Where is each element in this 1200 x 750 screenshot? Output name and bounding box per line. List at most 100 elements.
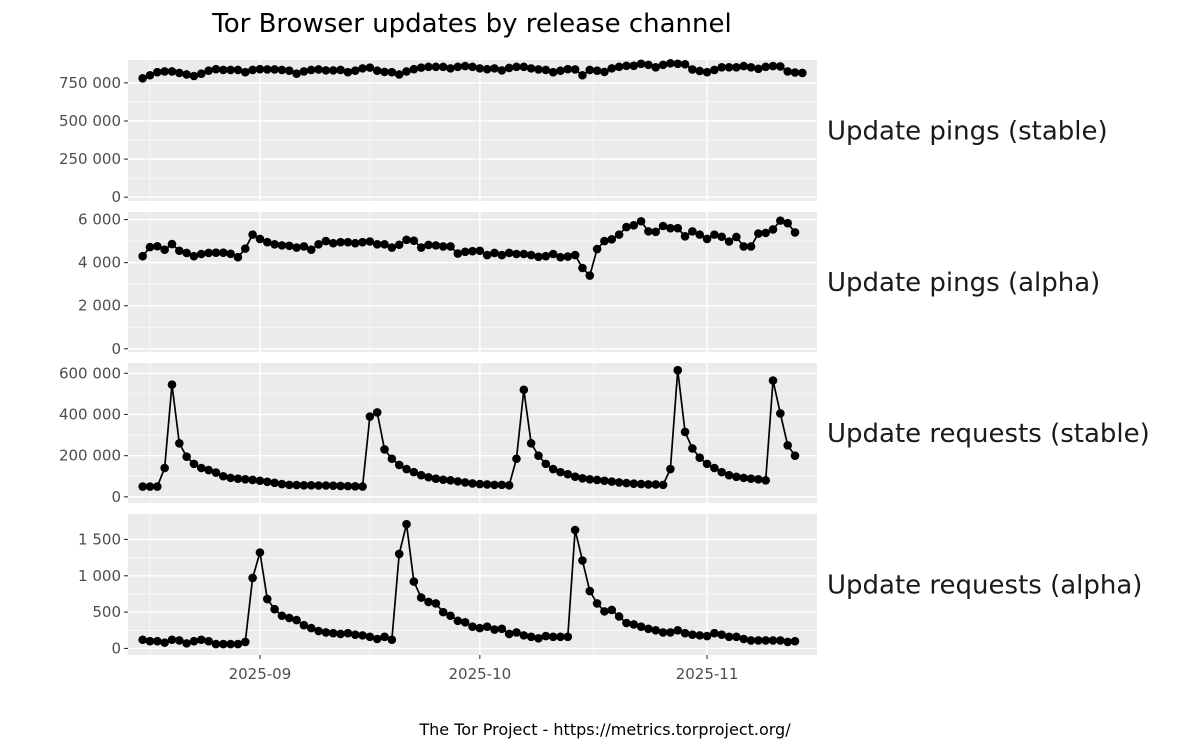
data-point [629, 479, 639, 488]
data-point [248, 475, 257, 485]
data-point [519, 385, 529, 395]
data-point [754, 636, 763, 645]
data-point [321, 66, 331, 75]
data-point [702, 459, 712, 469]
data-point [409, 64, 419, 74]
data-point [175, 246, 184, 256]
data-point [717, 63, 727, 72]
data-point [233, 639, 243, 649]
data-point [416, 470, 426, 480]
data-point [314, 626, 323, 636]
data-point [402, 464, 411, 474]
data-point [710, 65, 719, 75]
facet-label: Update requests (alpha) [827, 571, 1142, 601]
data-point [321, 236, 331, 246]
data-point [197, 463, 206, 473]
data-point [328, 66, 338, 75]
data-point [365, 412, 375, 421]
data-point [468, 62, 477, 72]
data-point [710, 230, 719, 239]
data-point [673, 59, 683, 69]
data-point [702, 631, 712, 641]
data-point [680, 427, 690, 437]
data-point [695, 66, 705, 76]
data-point [526, 64, 536, 73]
data-point [372, 240, 382, 249]
data-point [534, 633, 543, 643]
data-point [387, 243, 397, 252]
data-point [776, 62, 785, 71]
data-point [438, 475, 448, 485]
data-point [204, 66, 213, 75]
data-point [497, 480, 507, 490]
data-point [666, 464, 675, 474]
data-point [519, 631, 529, 640]
data-point [776, 216, 785, 225]
data-point [761, 476, 770, 485]
data-point [380, 632, 389, 642]
data-point [614, 478, 624, 487]
data-point [138, 251, 147, 261]
data-point [475, 479, 485, 489]
data-point [622, 478, 631, 488]
data-point [182, 248, 191, 258]
data-point [614, 230, 624, 239]
data-point [218, 471, 228, 481]
x-tick-label: 2025-09 [229, 665, 292, 683]
data-point [248, 573, 257, 583]
data-point [233, 65, 243, 75]
data-point [570, 65, 580, 74]
data-point [600, 67, 609, 77]
data-point [277, 241, 287, 250]
data-point [233, 252, 243, 262]
data-point [600, 236, 609, 246]
data-point [680, 232, 690, 241]
data-point [299, 620, 309, 630]
data-point [504, 629, 514, 639]
data-point [248, 230, 257, 239]
data-point [211, 468, 221, 477]
data-point [167, 67, 177, 76]
x-axis: 2025-09 2025-10 2025-11 [229, 655, 738, 683]
data-point [306, 245, 316, 254]
data-point [328, 481, 338, 491]
data-point [365, 237, 375, 246]
data-point [402, 67, 411, 76]
data-point [636, 59, 646, 69]
data-point [460, 61, 470, 71]
data-point [153, 241, 162, 251]
data-point [783, 637, 792, 647]
data-point [314, 65, 323, 74]
data-point [695, 453, 705, 463]
data-point [512, 454, 521, 464]
data-point [446, 64, 455, 73]
y-tick-label: 0 [111, 488, 121, 506]
data-point [578, 70, 587, 80]
chart-title: Tor Browser updates by release channel [211, 9, 731, 39]
data-point [622, 618, 631, 628]
data-point [409, 467, 419, 477]
data-point [284, 66, 294, 75]
data-point [512, 249, 521, 259]
data-point [710, 463, 719, 473]
data-point [622, 61, 631, 71]
data-point [328, 628, 338, 638]
data-point [746, 63, 756, 72]
y-tick-label: 0 [111, 188, 121, 206]
y-tick-label: 400 000 [59, 405, 121, 423]
y-tick-label: 750 000 [59, 74, 121, 92]
data-point [636, 216, 646, 226]
data-point [776, 636, 785, 645]
data-point [365, 63, 375, 72]
data-point [468, 622, 477, 631]
data-point [380, 67, 389, 77]
data-point [732, 232, 741, 242]
data-point [431, 474, 441, 484]
data-point [270, 65, 279, 74]
data-point [666, 628, 675, 637]
data-point [739, 634, 748, 644]
data-point [160, 245, 169, 254]
data-point [240, 475, 250, 484]
data-point [688, 65, 697, 74]
data-point [644, 227, 653, 236]
